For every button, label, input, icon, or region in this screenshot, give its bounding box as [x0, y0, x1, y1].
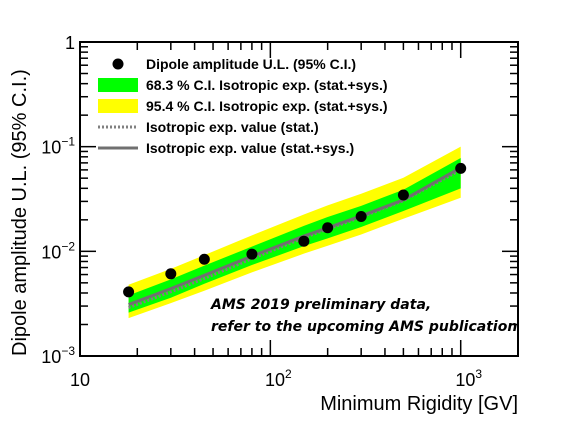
y-tick-label: 10−3 [41, 344, 75, 367]
y-tick-label-base: 1 [65, 33, 75, 53]
data-point [298, 235, 310, 247]
legend-marker-point [112, 58, 124, 70]
legend-label: Isotropic exp. value (stat.) [146, 119, 319, 135]
y-tick-label-base: 10 [41, 347, 61, 367]
legend-swatch-95-4-c-i-isotropic-exp-stat-sys [98, 99, 138, 113]
legend: Dipole amplitude U.L. (95% C.I.) 68.3 % C… [98, 56, 388, 156]
preliminary-note-line: AMS 2019 preliminary data, [210, 297, 431, 313]
data-point [455, 162, 467, 174]
y-tick-label-exponent: −1 [61, 135, 75, 149]
x-tick-label-base: 10 [455, 370, 475, 390]
data-point [123, 286, 135, 298]
x-tick-label-exponent: 2 [285, 367, 292, 381]
axis-ticks [79, 41, 519, 357]
x-tick-label-base: 10 [70, 370, 90, 390]
data-point [246, 248, 258, 260]
legend-label: 68.3 % C.I. Isotropic exp. (stat.+sys.) [146, 77, 388, 93]
data-point [322, 222, 334, 234]
legend-label: 95.4 % C.I. Isotropic exp. (stat.+sys.) [146, 98, 388, 114]
data-point [165, 268, 177, 280]
x-tick-label: 102 [265, 367, 292, 390]
x-tick-label-base: 10 [265, 370, 285, 390]
legend-swatch-68-3-c-i-isotropic-exp-stat-sys [98, 78, 138, 92]
y-tick-label-exponent: −3 [61, 344, 75, 358]
y-tick-label: 1 [65, 33, 75, 53]
y-tick-label: 10−2 [41, 239, 75, 262]
y-tick-label: 10−1 [41, 135, 75, 158]
x-tick-label: 103 [455, 367, 482, 390]
x-tick-label: 10 [70, 370, 90, 390]
data-point [198, 253, 210, 265]
legend-label: Dipole amplitude U.L. (95% C.I.) [146, 56, 356, 72]
x-tick-label-exponent: 3 [475, 367, 482, 381]
y-axis-title: Dipole amplitude U.L. (95% C.I.) [9, 69, 31, 356]
preliminary-note: AMS 2019 preliminary data, refer to the u… [210, 297, 517, 335]
plot-frame [79, 41, 519, 357]
preliminary-note-line: refer to the upcoming AMS publication [211, 319, 517, 335]
data-point [397, 189, 409, 201]
y-tick-label-base: 10 [41, 138, 61, 158]
y-tick-label-base: 10 [41, 242, 61, 262]
data-point [355, 211, 367, 223]
y-tick-label-exponent: −2 [61, 239, 75, 253]
data-points [123, 162, 467, 298]
legend-label: Isotropic exp. value (stat.+sys.) [146, 140, 354, 156]
x-axis-title: Minimum Rigidity [GV] [320, 393, 518, 415]
